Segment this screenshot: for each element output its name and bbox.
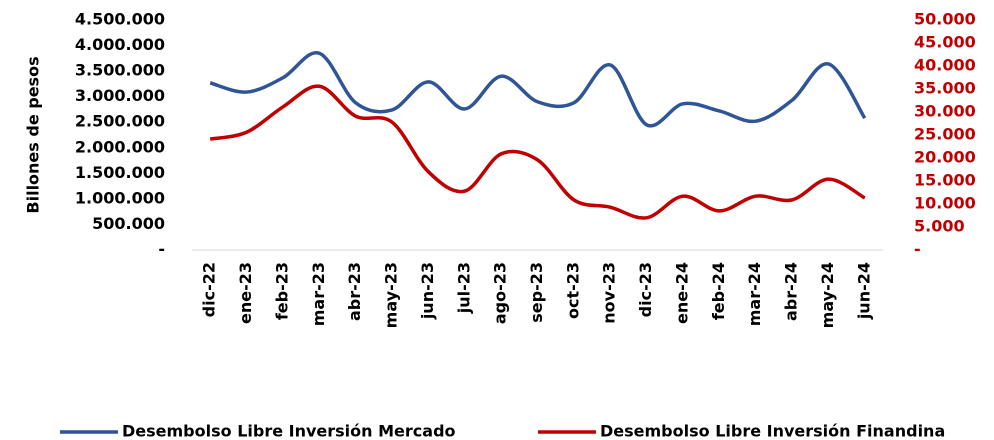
x-tick-label: jul-23 [454,262,473,314]
y2-tick-label: 15.000 [914,171,976,190]
x-tick-label: may-23 [382,262,401,328]
x-tick-label: oct-23 [563,262,582,319]
x-tick-label: abr-23 [345,262,364,321]
y-tick-label: 4.500.000 [75,10,165,29]
line-series [209,84,866,220]
y2-tick-label: 35.000 [914,79,976,98]
x-tick-label: ago-23 [491,262,510,324]
line-series [209,51,867,128]
x-tick-label: jun-23 [418,262,437,320]
x-tick-label: nov-23 [600,262,619,324]
y-tick-label: 2.500.000 [75,112,165,131]
x-tick-label: mar-24 [745,262,764,326]
x-tick-label: abr-24 [782,262,801,321]
x-tick-label: feb-23 [272,262,291,320]
y2-tick-label: 40.000 [914,56,976,75]
y2-tick-label: 20.000 [914,148,976,167]
x-tick-label: sep-23 [527,262,546,323]
y-tick-label: 3.500.000 [75,61,165,80]
x-tick-label: ene-24 [672,262,691,324]
x-tick-label: feb-24 [709,262,728,320]
y2-tick-label: 25.000 [914,125,976,144]
x-tick-label: may-24 [818,262,837,328]
y2-tick-label: 10.000 [914,194,976,213]
y-tick-label: 500.000 [92,214,165,233]
legend-label: Desembolso Libre Inversión Mercado [122,422,456,440]
y-tick-label: 2.000.000 [75,137,165,156]
x-tick-label: mar-23 [309,262,328,326]
x-tick-label: ene-23 [236,262,255,324]
y-tick-label: 4.000.000 [75,35,165,54]
y2-tick-label: 50.000 [914,10,976,29]
legend-label: Desembolso Libre Inversión Finandina [600,422,945,440]
y2-tick-label: 30.000 [914,102,976,121]
y2-tick-label: 5.000 [914,217,965,236]
y-tick-label: 3.000.000 [75,86,165,105]
y-tick-label: - [158,240,165,259]
y-tick-label: 1.000.000 [75,188,165,207]
y2-tick-label: 45.000 [914,33,976,52]
y-axis-label: Billones de pesos [24,56,43,213]
x-tick-label: dic-23 [636,262,655,317]
y2-tick-label: - [914,240,921,259]
y-tick-label: 1.500.000 [75,163,165,182]
x-tick-label: jun-24 [854,262,873,320]
x-tick-label: dic-22 [200,262,219,317]
